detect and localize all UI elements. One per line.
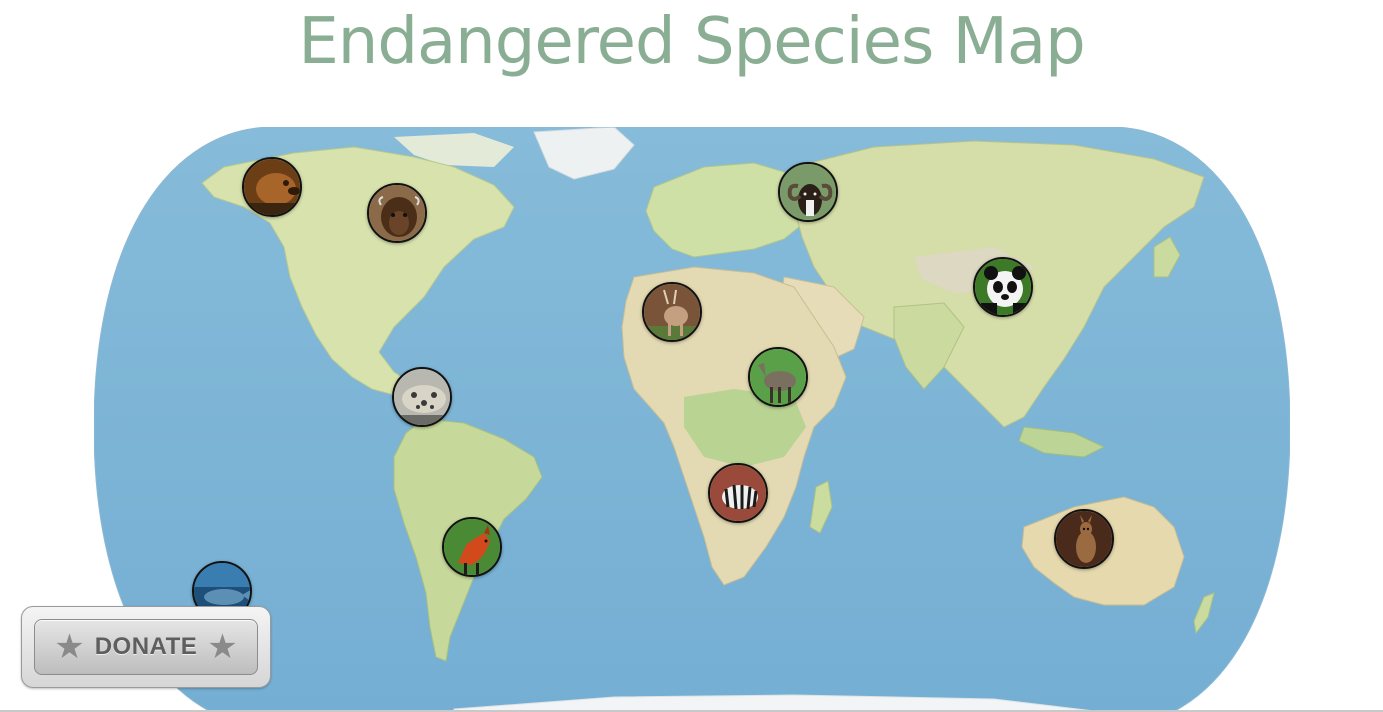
marker-giant-panda[interactable] <box>973 257 1033 317</box>
maned-wolf-photo-icon <box>444 519 500 575</box>
star-icon: ★ <box>54 627 85 667</box>
world-map-svg <box>94 127 1290 712</box>
marker-addax[interactable] <box>642 282 702 342</box>
marker-brown-bear[interactable] <box>242 157 302 217</box>
donate-label: DONATE <box>94 633 198 660</box>
central-africa-forest <box>684 389 806 467</box>
japan <box>1153 236 1181 278</box>
india <box>893 302 965 390</box>
marker-zebra[interactable] <box>708 463 768 523</box>
bison-photo-icon <box>369 185 425 241</box>
kangaroo-photo-icon <box>1056 511 1112 567</box>
donate-button[interactable]: ★ DONATE ★ <box>34 619 258 675</box>
europe <box>645 162 815 258</box>
mouflon-photo-icon <box>780 164 836 220</box>
marker-wild-ass[interactable] <box>748 347 808 407</box>
new-zealand <box>1193 592 1215 635</box>
star-icon: ★ <box>207 627 238 667</box>
madagascar <box>809 480 833 534</box>
marker-ocelot[interactable] <box>392 367 452 427</box>
bear-photo-icon <box>244 159 300 215</box>
marker-maned-wolf[interactable] <box>442 517 502 577</box>
southeast-asia-islands <box>1018 426 1106 458</box>
zebra-photo-icon <box>710 465 766 521</box>
page-title: Endangered Species Map <box>298 5 1085 79</box>
world-map[interactable] <box>94 127 1290 712</box>
ocelot-photo-icon <box>394 369 450 425</box>
marker-mouflon[interactable] <box>778 162 838 222</box>
marker-kangaroo[interactable] <box>1054 509 1114 569</box>
donkey-photo-icon <box>750 349 806 405</box>
marker-american-bison[interactable] <box>367 183 427 243</box>
addax-photo-icon <box>644 284 700 340</box>
donate-panel: ★ DONATE ★ <box>21 606 271 688</box>
panda-photo-icon <box>975 259 1031 315</box>
greenland <box>533 127 635 180</box>
bottom-divider <box>0 710 1383 712</box>
arctic-islands <box>394 133 514 167</box>
